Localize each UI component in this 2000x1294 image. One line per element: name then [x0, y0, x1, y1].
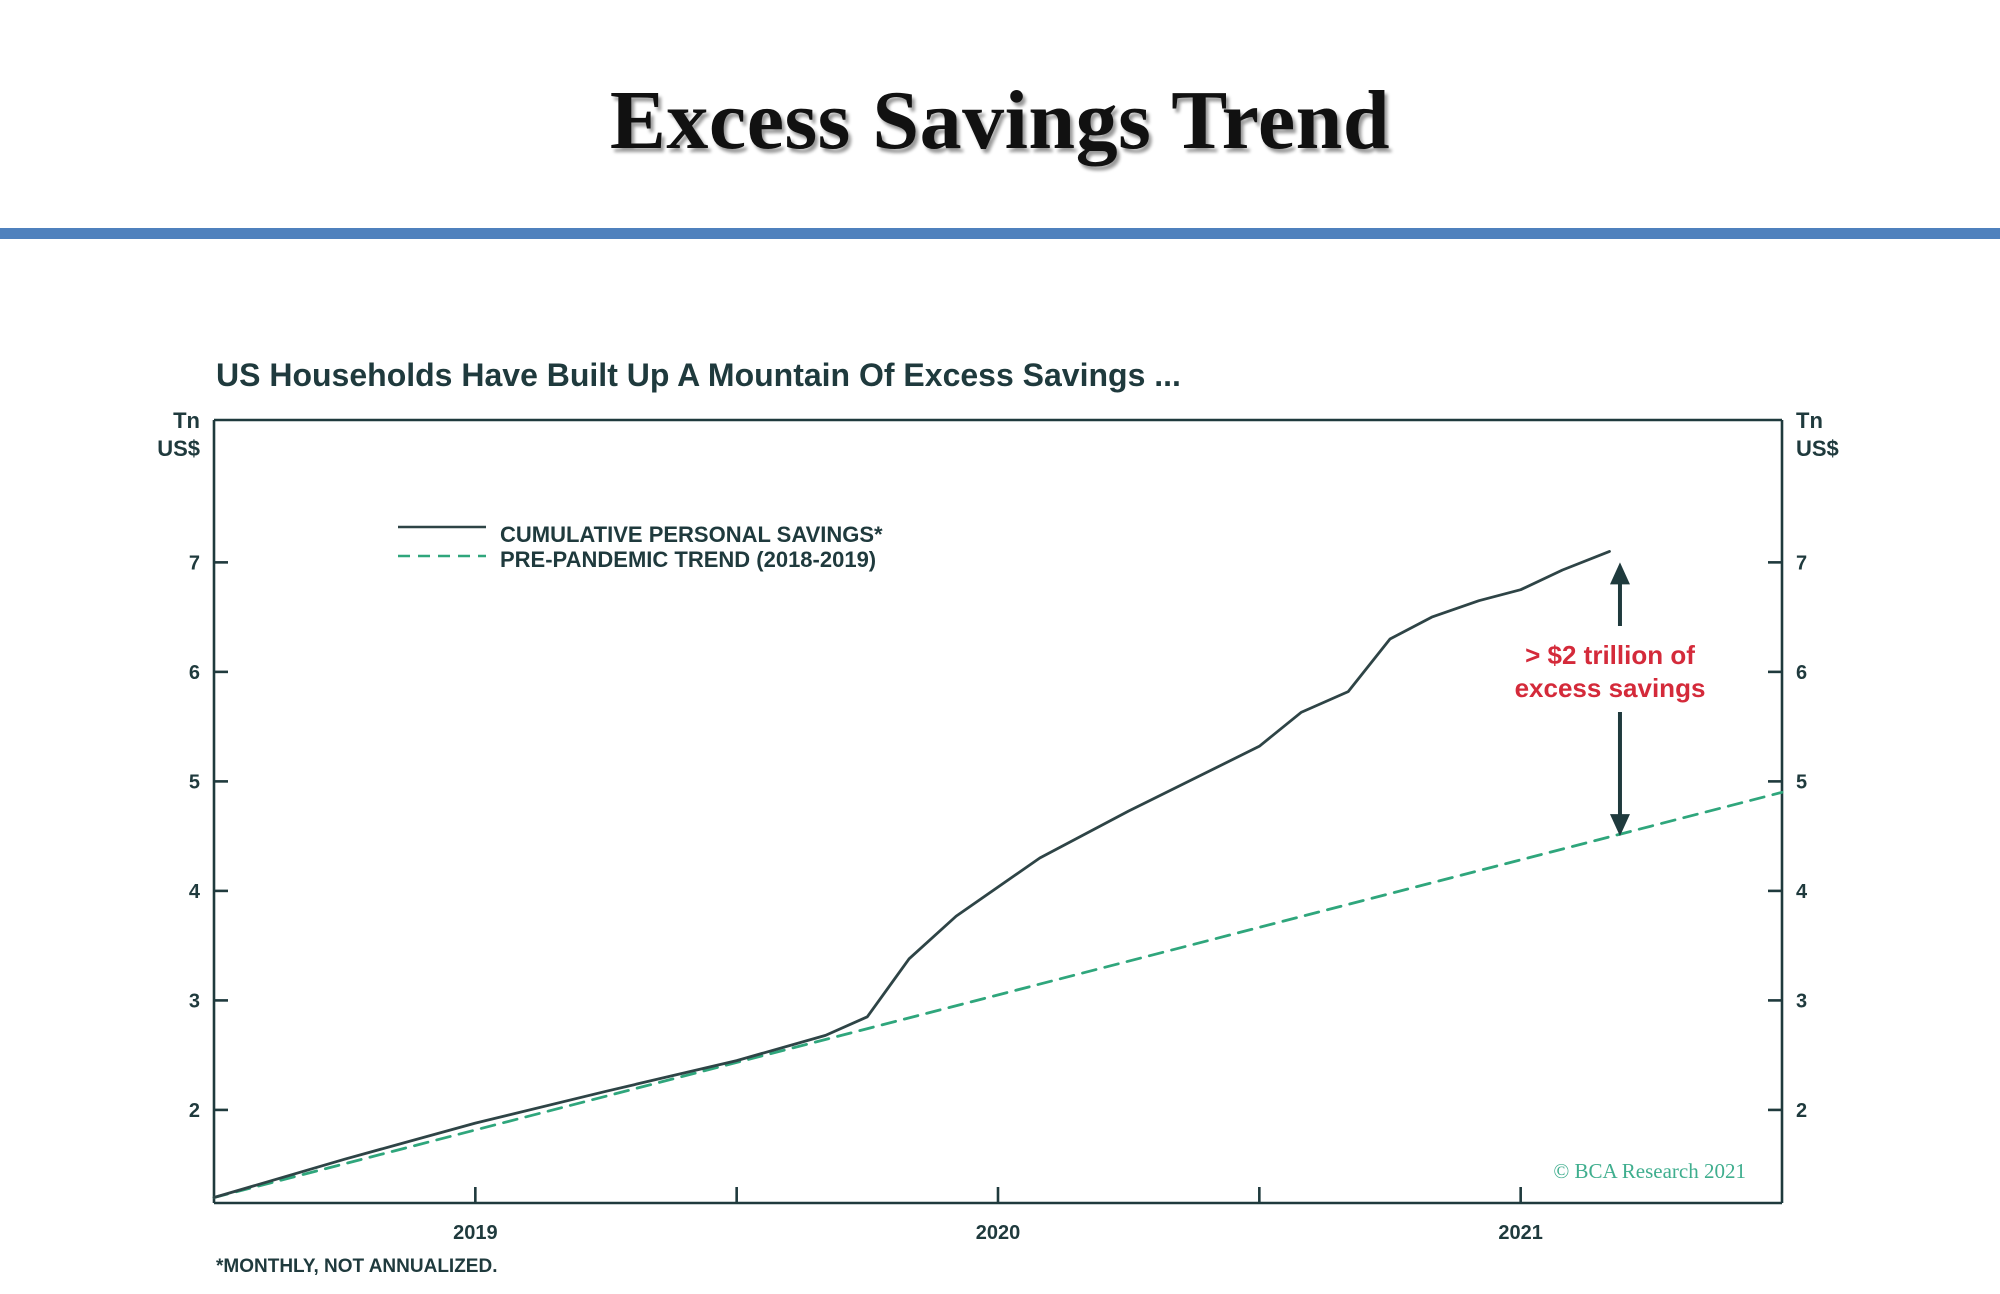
slide-title: Excess Savings Trend [609, 74, 1391, 167]
legend-label-savings: CUMULATIVE PERSONAL SAVINGS* [500, 522, 883, 547]
x-tick-label: 2021 [1498, 1222, 1543, 1244]
plot-frame [212, 418, 1784, 1205]
y-tick-label-left: 3 [189, 990, 200, 1012]
series-line-cumulative-savings [212, 550, 1611, 1199]
y-tick-label-left: 6 [189, 662, 200, 684]
series-line-pre-pandemic-trend [212, 790, 1784, 1199]
x-tick-label: 2019 [453, 1222, 498, 1244]
annotation-arrowhead-up [1609, 562, 1630, 585]
x-tick-label: 2020 [976, 1222, 1021, 1244]
right-unit-label-line1: Tn [1796, 408, 1823, 433]
y-tick-label-right: 4 [1796, 881, 1808, 903]
left-unit-label-line2: US$ [157, 436, 200, 461]
y-tick-label-right: 5 [1796, 771, 1807, 793]
annotation: > $2 trillion of excess savings [1515, 562, 1706, 837]
y-tick-label-right: 7 [1796, 552, 1807, 574]
y-tick-label-right: 3 [1796, 990, 1807, 1012]
legend-label-trend: PRE-PANDEMIC TREND (2018-2019) [500, 547, 876, 572]
y-tick-label-right: 2 [1796, 1100, 1807, 1122]
title-divider [0, 228, 2000, 239]
source-credit: © BCA Research 2021 [1553, 1159, 1746, 1183]
y-tick-label-left: 4 [189, 881, 201, 903]
annotation-arrowhead-down [1609, 814, 1630, 837]
annotation-line-2: excess savings [1515, 673, 1706, 703]
y-tick-label-right: 6 [1796, 662, 1807, 684]
legend: CUMULATIVE PERSONAL SAVINGS* PRE-PANDEMI… [398, 522, 883, 572]
series-layer [212, 550, 1784, 1199]
axis-ticks: 2 2 3 3 4 4 5 5 6 6 7 7 2019 2020 2021 [189, 552, 1808, 1244]
annotation-line-1: > $2 trillion of [1525, 640, 1695, 670]
left-unit-label-line1: Tn [173, 408, 200, 433]
y-tick-label-left: 2 [189, 1100, 200, 1122]
right-unit-label-line2: US$ [1796, 436, 1839, 461]
y-tick-label-left: 7 [189, 552, 200, 574]
y-tick-label-left: 5 [189, 771, 200, 793]
footnote: *MONTHLY, NOT ANNUALIZED. [216, 1256, 497, 1277]
chart-title: US Households Have Built Up A Mountain O… [216, 357, 1181, 393]
